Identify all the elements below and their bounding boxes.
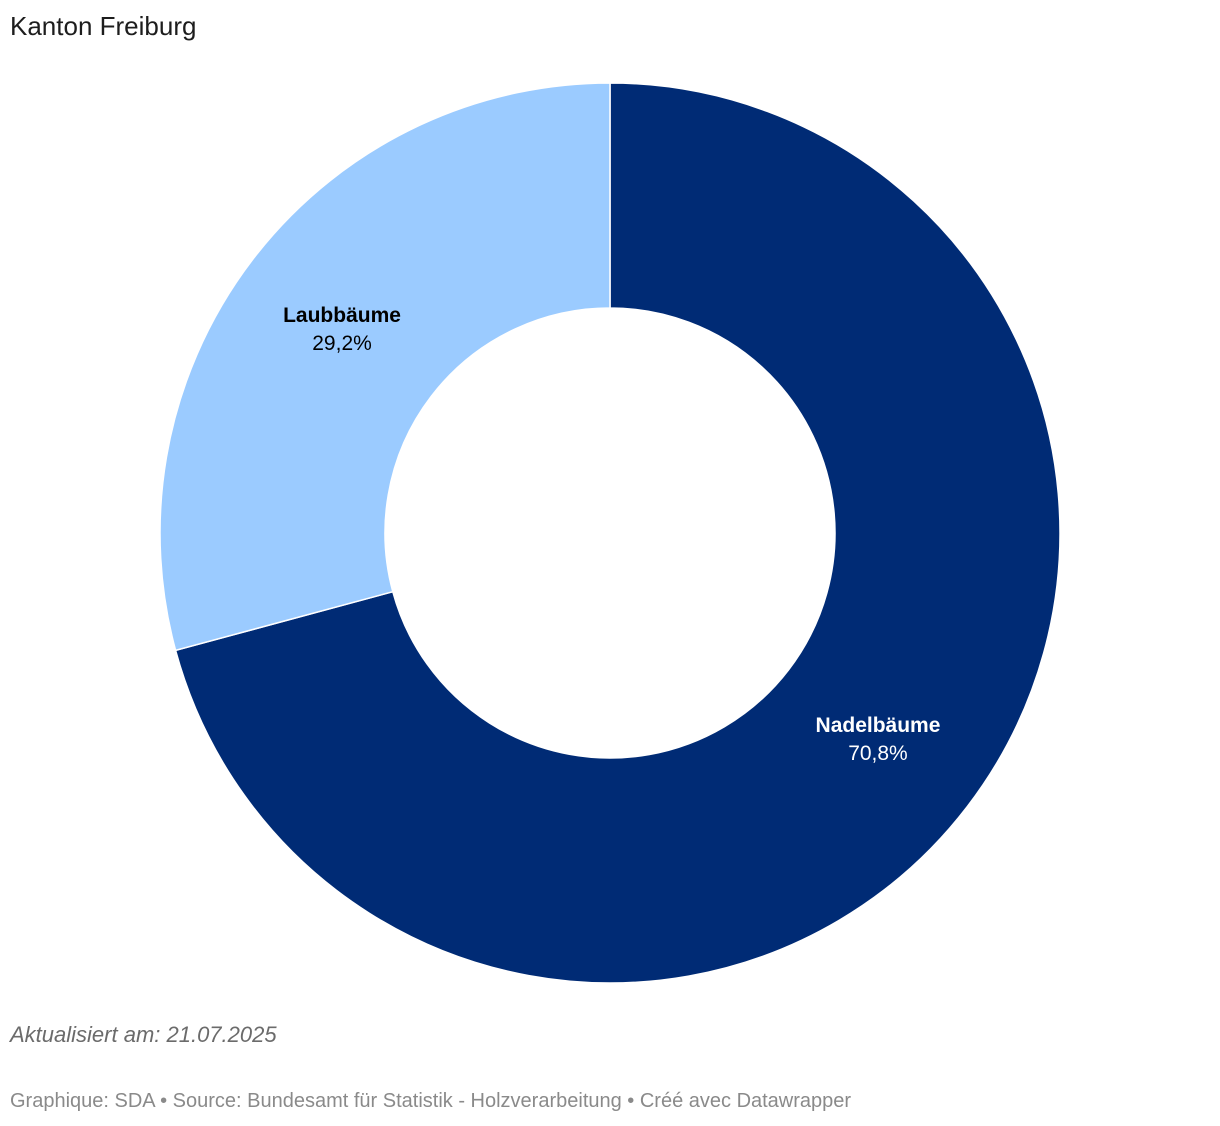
slice-label-1: Laubbäume 29,2% xyxy=(283,304,401,355)
slice-name-0: Nadelbäume xyxy=(816,714,941,737)
source-footer: Graphique: SDA • Source: Bundesamt für S… xyxy=(10,1090,852,1112)
slice-value-0: 70,8% xyxy=(848,742,908,765)
slice-value-1: 29,2% xyxy=(312,332,372,355)
slice-0 xyxy=(174,82,1061,984)
slice-name-1: Laubbäume xyxy=(283,304,401,327)
slice-1 xyxy=(159,82,611,652)
slice-label-0: Nadelbäume 70,8% xyxy=(816,714,941,765)
updated-note: Aktualisiert am: 21.07.2025 xyxy=(10,1022,277,1047)
chart-title: Kanton Freiburg xyxy=(10,11,197,41)
